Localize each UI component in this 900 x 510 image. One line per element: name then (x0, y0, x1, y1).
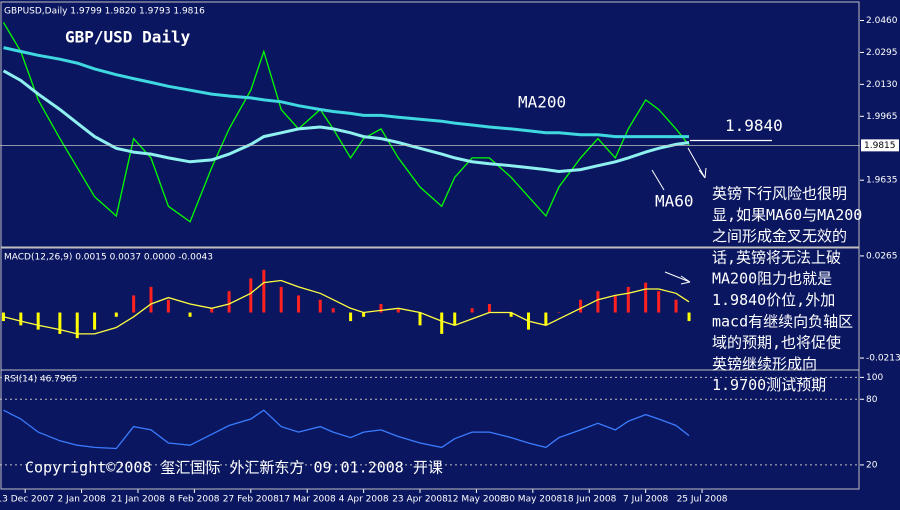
note-line: 之间形成金叉无效的 (712, 227, 847, 245)
x-tick-label: 12 May 2008 (447, 495, 506, 505)
x-tick-label: 18 Jun 2008 (562, 495, 616, 505)
x-tick-label: 27 Feb 2008 (223, 495, 279, 505)
x-tick-label: 7 Jul 2008 (623, 495, 668, 505)
chart-title: GBP/USD Daily (65, 28, 191, 47)
macd-bar (440, 312, 444, 334)
macd-bar (279, 286, 283, 313)
series-line (3, 409, 690, 450)
y-tick-label: 2.0460 (866, 16, 898, 26)
macd-bar (331, 308, 335, 313)
panel-frame (0, 369, 860, 490)
current-price-box (861, 139, 899, 152)
panel-header: MACD(12,26,9) 0.0015 0.0037 0.0000 -0.00… (4, 253, 213, 263)
series-line (2, 69, 690, 174)
current-price-label: 1.9815 (864, 141, 896, 151)
note-line: 1.9840价位,外加 (712, 291, 835, 309)
ma60-label: MA60 (655, 192, 694, 211)
x-tick-label: 30 May 2008 (503, 495, 562, 505)
level-label: 1.9840 (725, 116, 783, 135)
note-line: 话,英镑将无法上破 (712, 248, 841, 266)
panel-frame (0, 1, 860, 248)
arrow (687, 147, 707, 179)
macd-bar (166, 299, 170, 313)
macd-bar (626, 286, 630, 313)
macd-bar (36, 312, 40, 330)
macd-bar (58, 312, 62, 334)
arrow (651, 169, 665, 191)
copyright: Copyright©2008 玺汇国际 外汇新东方 09.01.2008 开课 (25, 459, 443, 477)
x-tick-label: 25 Jul 2008 (677, 495, 728, 505)
note-line: 域的预期,也将促使 (712, 334, 841, 352)
series-line (3, 46, 689, 139)
signal-line (3, 279, 690, 335)
y-tick-label: 0.0265 (866, 251, 898, 261)
macd-bar (644, 282, 648, 313)
x-tick-label: 13 Dec 2007 (0, 495, 54, 505)
macd-bar (227, 291, 231, 313)
x-tick-label: 17 Mar 2008 (279, 495, 336, 505)
macd-bar (249, 278, 253, 313)
macd-bar (297, 295, 301, 313)
macd-bar (470, 308, 474, 313)
panel-header: GBPUSD,Daily 1.9799 1.9820 1.9793 1.9816 (4, 7, 205, 17)
macd-bar (596, 291, 600, 313)
note-line: MA200阻力也就是 (712, 270, 832, 288)
macd-bar (509, 312, 513, 317)
macd-bar (487, 303, 491, 313)
macd-bar (613, 295, 617, 313)
macd-bar (1, 312, 5, 322)
macd-bar (579, 299, 583, 313)
note-line: 显,如果MA60与MA200 (712, 206, 862, 224)
note-line: 英镑下行风险也很明 (712, 185, 847, 203)
note-line: 英镑继续形成向 (712, 355, 817, 373)
macd-bar (132, 295, 136, 313)
macd-bar (149, 286, 153, 313)
y-tick-label: 1.9635 (866, 176, 898, 186)
x-tick-label: 23 Apr 2008 (392, 495, 448, 505)
macd-bar (687, 312, 691, 322)
note-line: macd有继续向负轴区 (712, 312, 853, 330)
macd-bar (418, 312, 422, 326)
x-tick-label: 8 Feb 2008 (169, 495, 220, 505)
series-line (2, 22, 690, 223)
y-tick-label: 100 (866, 373, 883, 383)
macd-bar (453, 312, 457, 326)
macd-bar (396, 308, 400, 313)
x-tick-label: 2 Jan 2008 (57, 495, 105, 505)
macd-bar (188, 312, 192, 317)
arrow (664, 271, 691, 285)
y-tick-label: 20 (866, 460, 878, 470)
macd-bar (657, 291, 661, 313)
y-tick-label: 1.9965 (866, 112, 898, 122)
y-tick-label: -0.0213 (866, 354, 900, 364)
macd-bar (318, 299, 322, 313)
macd-bar (114, 312, 118, 317)
macd-bar (210, 308, 214, 313)
panel-header: RSI(14) 46.7965 (4, 375, 77, 385)
macd-bar (674, 299, 678, 313)
y-tick-label: 2.0130 (866, 80, 898, 90)
x-tick-label: 4 Apr 2008 (339, 495, 389, 505)
macd-bar (93, 312, 97, 330)
macd-bar (19, 312, 23, 326)
y-tick-label: 80 (866, 395, 878, 405)
ma200-label: MA200 (518, 93, 566, 112)
macd-bar (262, 269, 266, 313)
macd-bar (557, 312, 561, 314)
macd-bar (379, 303, 383, 313)
macd-bar (349, 312, 353, 322)
macd-bar (75, 312, 79, 339)
x-tick-label: 21 Jan 2008 (111, 495, 165, 505)
macd-bar (362, 312, 366, 317)
macd-bar (544, 312, 548, 326)
y-tick-label: 2.0295 (866, 48, 898, 58)
note-line: 1.9700测试预期 (712, 376, 826, 394)
